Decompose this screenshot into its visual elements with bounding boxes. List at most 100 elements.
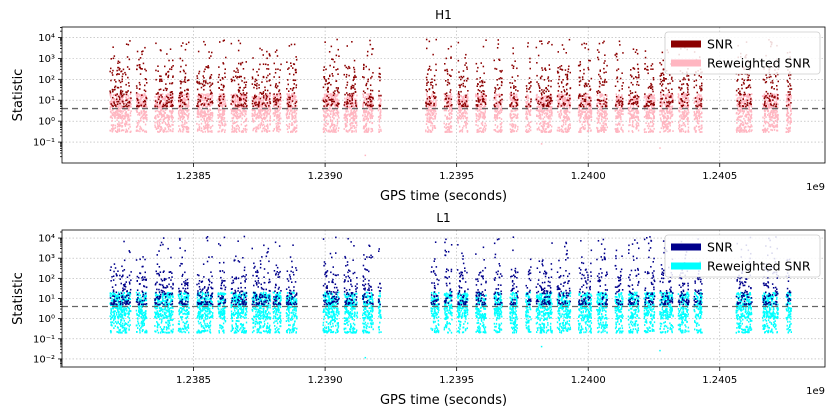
reweighted-snr-point [427, 113, 430, 116]
reweighted-snr-point [169, 97, 171, 99]
reweighted-snr-point [435, 100, 437, 102]
snr-point [362, 68, 365, 70]
snr-point [167, 70, 170, 73]
reweighted-snr-point [277, 119, 279, 122]
snr-point [198, 93, 200, 96]
reweighted-snr-point [143, 99, 145, 101]
snr-point [211, 82, 214, 85]
reweighted-snr-point [430, 124, 432, 127]
reweighted-snr-point [260, 114, 262, 116]
reweighted-snr-point [274, 107, 277, 109]
snr-point [165, 105, 168, 108]
snr-point [527, 42, 529, 44]
snr-point [116, 98, 118, 100]
snr-point [493, 59, 495, 62]
reweighted-snr-point [546, 113, 549, 115]
reweighted-snr-point [120, 104, 122, 107]
reweighted-snr-point [156, 103, 159, 106]
reweighted-snr-point [545, 131, 548, 133]
snr-point [539, 76, 542, 79]
reweighted-snr-point [478, 118, 480, 120]
snr-point [239, 99, 241, 101]
snr-point [446, 102, 448, 104]
reweighted-snr-point [464, 115, 466, 118]
snr-point [261, 103, 263, 106]
reweighted-snr-point [496, 116, 498, 119]
reweighted-snr-point [369, 117, 371, 119]
reweighted-snr-point [329, 109, 331, 112]
reweighted-snr-point [144, 130, 146, 133]
snr-point [126, 105, 128, 108]
snr-point [269, 100, 271, 103]
reweighted-snr-point [543, 100, 545, 103]
snr-point [265, 97, 268, 99]
reweighted-snr-point [510, 98, 513, 101]
snr-point [254, 102, 256, 105]
reweighted-snr-point [200, 97, 203, 100]
reweighted-snr-point [276, 114, 278, 116]
snr-point [276, 55, 279, 57]
reweighted-snr-point [179, 129, 181, 131]
snr-point [287, 103, 290, 106]
reweighted-snr-point [136, 125, 139, 127]
reweighted-snr-point [118, 128, 121, 131]
reweighted-snr-point [365, 111, 367, 114]
snr-point [178, 100, 180, 102]
reweighted-snr-point [122, 99, 125, 102]
reweighted-snr-point [475, 108, 477, 111]
reweighted-snr-point [198, 123, 200, 126]
reweighted-snr-point [200, 118, 202, 121]
reweighted-snr-point [495, 106, 498, 109]
reweighted-snr-point [497, 130, 499, 133]
reweighted-snr-point [255, 102, 257, 105]
snr-point [121, 80, 123, 83]
reweighted-snr-point [220, 103, 222, 106]
reweighted-snr-point [328, 104, 331, 107]
snr-point [138, 58, 140, 61]
reweighted-snr-point [285, 97, 288, 100]
reweighted-snr-point [526, 98, 528, 100]
reweighted-snr-point [514, 113, 516, 116]
snr-point [292, 63, 295, 65]
snr-point [209, 75, 212, 78]
reweighted-snr-point [432, 125, 434, 127]
reweighted-snr-point [115, 131, 118, 133]
snr-point [117, 62, 119, 64]
snr-point [541, 43, 543, 45]
reweighted-snr-point [372, 109, 374, 112]
reweighted-snr-point [142, 96, 144, 99]
reweighted-snr-point [111, 114, 114, 117]
reweighted-snr-point [345, 110, 347, 113]
reweighted-snr-point [126, 130, 129, 133]
snr-point [236, 77, 238, 79]
reweighted-snr-point [264, 118, 266, 121]
snr-point [112, 57, 115, 60]
reweighted-snr-point [254, 93, 256, 96]
reweighted-snr-point [352, 122, 354, 124]
snr-point [217, 76, 220, 79]
reweighted-snr-point [182, 98, 184, 101]
reweighted-snr-point [136, 95, 138, 97]
reweighted-snr-point [327, 98, 329, 101]
snr-point [336, 89, 339, 91]
snr-point [511, 102, 513, 104]
snr-point [530, 85, 532, 87]
snr-point [179, 70, 182, 73]
reweighted-snr-point [543, 105, 546, 108]
reweighted-snr-point [549, 124, 552, 126]
reweighted-snr-point [362, 94, 365, 97]
snr-point [209, 89, 212, 92]
snr-point [514, 86, 517, 88]
reweighted-snr-point [223, 100, 225, 103]
reweighted-snr-point [447, 126, 449, 128]
snr-point [343, 104, 346, 106]
reweighted-snr-point [546, 109, 548, 112]
reweighted-snr-point [539, 113, 541, 116]
reweighted-snr-point [169, 110, 171, 113]
snr-point [497, 39, 499, 41]
reweighted-snr-point [349, 107, 351, 110]
snr-point [295, 59, 298, 61]
reweighted-snr-point [432, 98, 435, 100]
reweighted-snr-point [538, 126, 540, 129]
snr-point [323, 105, 325, 107]
